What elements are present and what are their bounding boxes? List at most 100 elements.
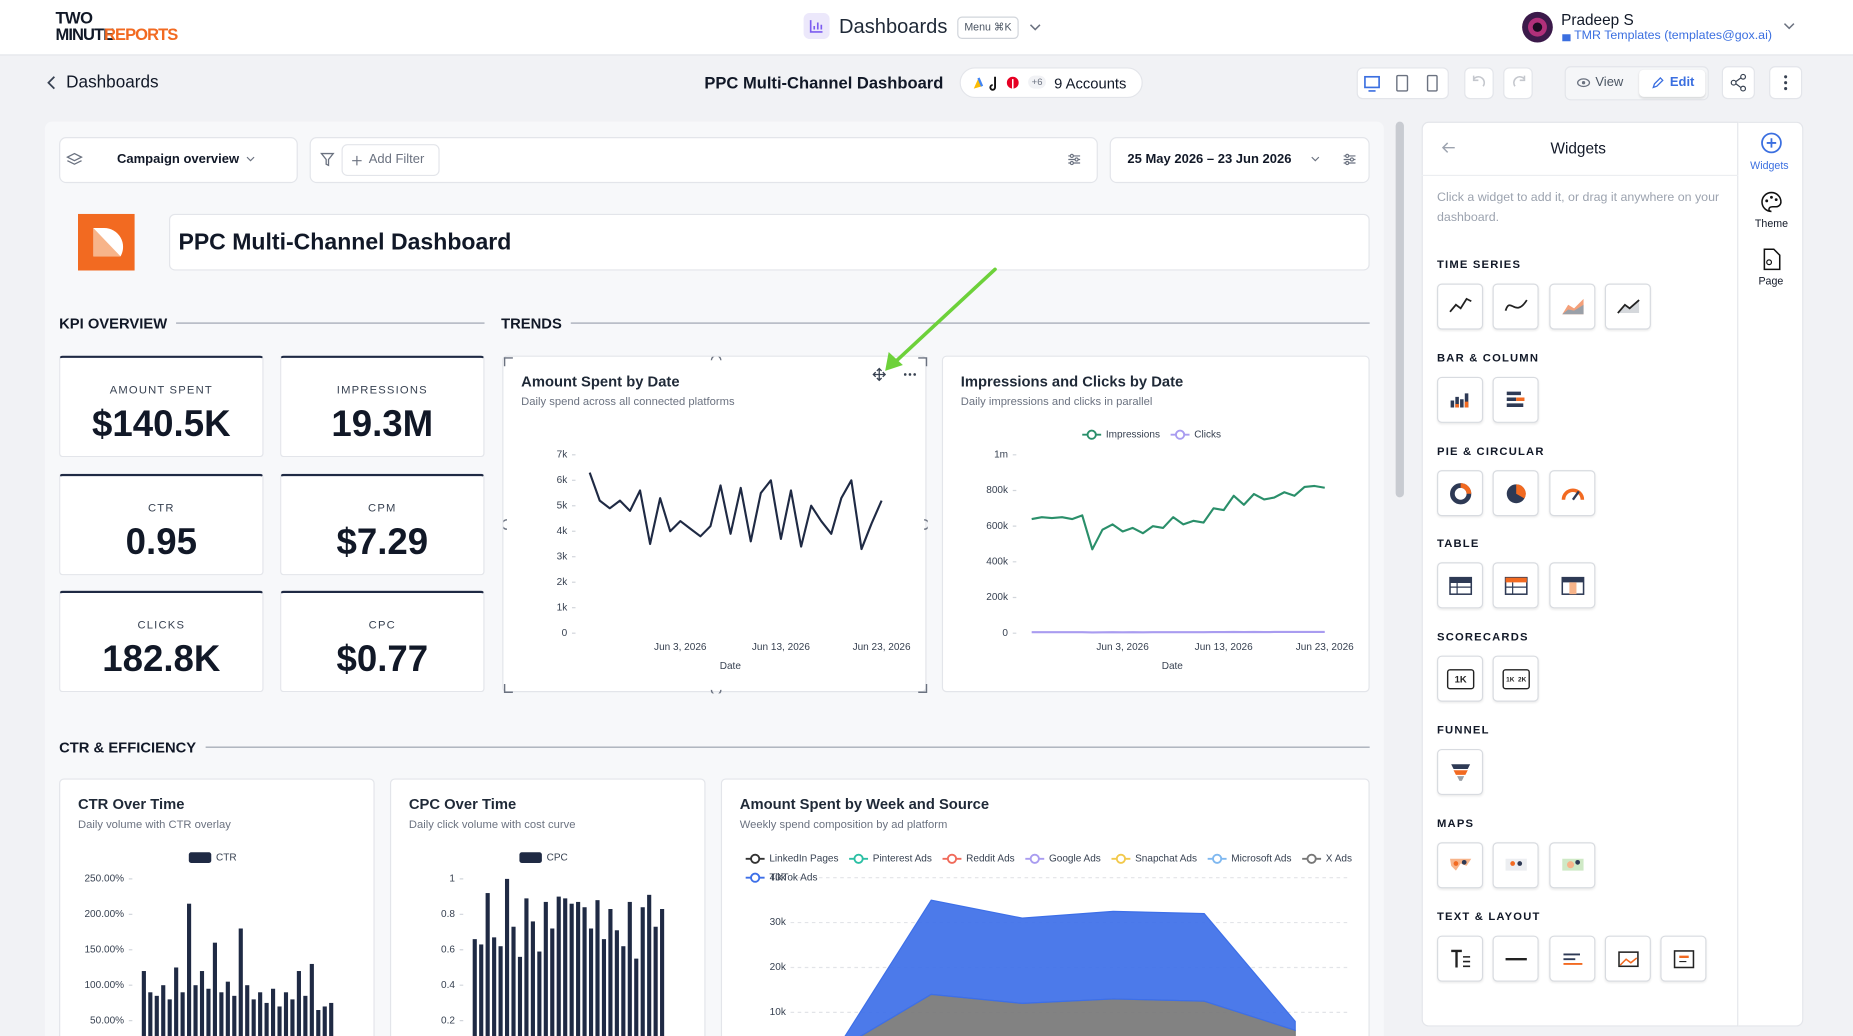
legend-swatch: [1174, 429, 1186, 440]
bar: [141, 971, 146, 1036]
widget-icon: [1507, 483, 1527, 503]
widget-icon: [1617, 299, 1640, 314]
icon-part: [1345, 153, 1350, 159]
kpi-card[interactable]: IMPRESSIONS 19.3M: [280, 355, 485, 458]
rail-label[interactable]: Page: [1758, 275, 1784, 288]
rail-label[interactable]: Widgets: [1750, 159, 1789, 172]
layers-icon: [66, 152, 83, 165]
edit-button[interactable]: Edit: [1669, 75, 1695, 90]
widget-button[interactable]: [1437, 842, 1484, 889]
chart-card[interactable]: CPC Over Time Daily click volume with cos…: [389, 778, 706, 1036]
redo-button[interactable]: [1503, 67, 1533, 100]
icon-part: [1450, 578, 1472, 583]
widget-button[interactable]: [1548, 283, 1595, 330]
app-section[interactable]: Dashboards: [839, 15, 948, 38]
back-link[interactable]: Dashboards: [66, 73, 159, 93]
chart-card[interactable]: Amount Spent by Week and Source Weekly sp…: [720, 778, 1370, 1036]
accounts-pill[interactable]: [959, 67, 1143, 99]
y-tick-label: 10k: [770, 1007, 787, 1018]
menu-button[interactable]: Menu ⌘K: [957, 16, 1019, 39]
widget-icon-frame: [1446, 669, 1475, 690]
widget-button[interactable]: [1492, 376, 1540, 423]
icon-part: [1074, 157, 1079, 162]
section-heading: TRENDS: [501, 315, 572, 332]
kpi-card[interactable]: AMOUNT SPENT $140.5K: [59, 355, 264, 458]
device-icons[interactable]: [1357, 67, 1449, 99]
rail-label[interactable]: Theme: [1754, 217, 1789, 230]
avatar[interactable]: [1521, 11, 1554, 44]
undo-button[interactable]: [1464, 67, 1494, 100]
legend: LinkedIn Pages Pinterest Ads Reddit Ads Goo…: [745, 853, 1352, 883]
widget-button[interactable]: [1548, 562, 1595, 609]
user-chevron[interactable]: [1782, 19, 1796, 33]
page-select[interactable]: [59, 137, 298, 184]
back-icon[interactable]: [46, 76, 58, 90]
widget-button[interactable]: [1492, 935, 1540, 982]
bar: [492, 937, 497, 1036]
icon-part: [1510, 860, 1516, 866]
widget-button[interactable]: [1660, 935, 1707, 982]
x-tick-label: Jun 23, 2026: [1296, 642, 1354, 653]
widget-button[interactable]: [1548, 935, 1595, 982]
widget-button[interactable]: [1492, 562, 1540, 609]
widget-button[interactable]: [1437, 748, 1484, 796]
logo-line2b[interactable]: REPORTS: [103, 24, 178, 44]
dashboard-title: PPC Multi-Channel Dashboard: [178, 229, 512, 256]
widget-button[interactable]: [1437, 376, 1484, 423]
widget-button[interactable]: [1492, 842, 1540, 889]
widget-button[interactable]: [1604, 935, 1651, 982]
icon-part: [1617, 300, 1639, 314]
y-tick-label: 100.00%: [84, 980, 124, 991]
lock-icon: [1562, 34, 1571, 42]
widget-button[interactable]: [1604, 283, 1651, 330]
bar: [219, 992, 224, 1036]
icon-part: [973, 77, 983, 89]
view-button[interactable]: View: [1595, 75, 1624, 90]
date-picker[interactable]: [1109, 137, 1370, 184]
user-workspace[interactable]: TMR Templates (templates@gox.ai): [1574, 28, 1772, 43]
kpi-card[interactable]: CTR 0.95: [59, 473, 264, 576]
chart-card[interactable]: Impressions and Clicks by Date Daily impr…: [941, 355, 1370, 693]
icon-part: [1453, 860, 1459, 866]
logo-line1[interactable]: TWO: [55, 8, 93, 28]
widget-button[interactable]: [1437, 283, 1484, 330]
widget-button[interactable]: 1K: [1437, 655, 1484, 702]
date-settings[interactable]: [1341, 151, 1358, 168]
icon-part: [1532, 22, 1543, 32]
legend-label: CTR: [216, 852, 237, 863]
kpi-card[interactable]: CLICKS 182.8K: [59, 590, 264, 693]
menu-chevron[interactable]: [1028, 20, 1042, 34]
logo-line2a[interactable]: MINUTE: [55, 24, 115, 44]
y-tick-label: 0: [1002, 628, 1008, 639]
share-button[interactable]: [1721, 66, 1755, 100]
chart-card[interactable]: CTR Over Time Daily volume with CTR overl…: [59, 778, 375, 1036]
widget-button[interactable]: 1K 2K: [1492, 655, 1540, 702]
kpi-card[interactable]: CPC $0.77: [280, 590, 485, 693]
view-icon: [1576, 78, 1591, 88]
kpi-card[interactable]: CPM $7.29: [280, 473, 485, 576]
icon-part: [246, 156, 255, 162]
kpi-label: CPC: [368, 619, 396, 632]
bar: [270, 988, 276, 1036]
widget-button[interactable]: [1492, 283, 1540, 330]
widget-button[interactable]: [1548, 469, 1595, 516]
widget-button[interactable]: [1437, 469, 1484, 516]
filter-settings[interactable]: [1066, 151, 1083, 168]
legend-label: Google Ads: [1049, 853, 1101, 864]
widget-button[interactable]: [1437, 935, 1484, 982]
panel-back[interactable]: [1441, 141, 1458, 155]
y-tick-label: 1k: [557, 602, 569, 613]
bar: [277, 1006, 282, 1036]
add-filter-button[interactable]: [341, 144, 440, 177]
chart-card[interactable]: Amount Spent by Date Daily spend across a…: [502, 355, 928, 694]
title-card[interactable]: [168, 213, 1370, 271]
icon-part: [1770, 195, 1773, 199]
move-handle: [872, 367, 887, 382]
scrollbar[interactable]: [1395, 121, 1404, 498]
icon-part: [1364, 75, 1380, 89]
widget-button[interactable]: [1492, 469, 1540, 516]
widget-button[interactable]: [1437, 562, 1484, 609]
icon-part: [1505, 299, 1528, 311]
widget-button[interactable]: [1548, 842, 1595, 889]
widget-icon: [1505, 957, 1528, 960]
